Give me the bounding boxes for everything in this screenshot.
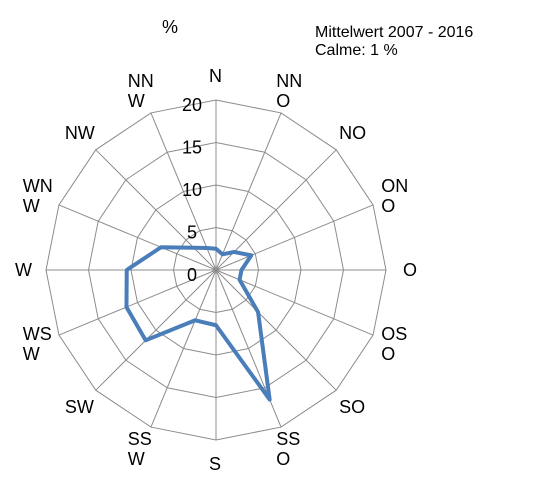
grid-spoke [95,269,217,391]
category-label: OSO [381,324,408,365]
category-label: SW [64,397,94,418]
y-tick-label: 10 [182,180,202,200]
grid-spoke [215,269,337,391]
grid-spoke [150,269,217,428]
category-label: O [403,260,418,280]
category-label: SO [339,397,366,418]
grid-spoke [58,269,217,336]
category-label: N [209,66,222,86]
category-label: SSO [276,429,301,470]
category-label: NO [339,122,367,143]
category-label: NNW [127,70,154,111]
chart-title: % [162,17,178,37]
category-label: WNW [22,175,53,216]
grid-spoke [215,149,337,271]
grid-spoke [215,204,374,271]
grid-spoke [215,112,282,271]
grid-spoke [58,204,217,271]
grid-spoke [95,149,217,271]
category-label: NW [64,122,95,143]
annotation: Calme: 1 % [315,42,398,59]
category-label: W [15,260,32,280]
annotation: Mittelwert 2007 - 2016 [315,24,474,41]
data-line [124,245,272,402]
y-tick-label: 0 [187,265,197,285]
y-tick-label: 5 [187,222,197,242]
category-label: S [209,454,222,474]
category-label: ONO [381,175,409,216]
category-label: NNO [276,70,303,111]
grid-spoke [150,112,217,271]
category-label: SSW [127,429,152,470]
y-tick-label: 15 [182,137,202,157]
category-label: WSW [22,324,52,365]
y-tick-label: 20 [182,95,202,115]
